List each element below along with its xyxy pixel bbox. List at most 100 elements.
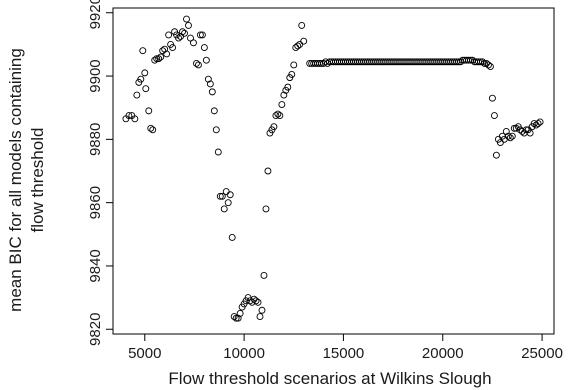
x-tick-label: 20000 — [422, 345, 464, 362]
data-point — [288, 71, 296, 78]
data-point — [292, 44, 300, 52]
data-point — [141, 69, 149, 77]
y-tick-label: 9900 — [87, 59, 104, 92]
y-axis: 9820 9840 9860 9880 9900 9920 — [87, 0, 113, 346]
data-point — [276, 112, 284, 120]
data-point — [185, 21, 192, 29]
data-point — [228, 234, 236, 241]
x-tick-label: 25000 — [521, 345, 563, 362]
data-point — [155, 55, 163, 63]
data-point — [179, 28, 186, 36]
data-point — [486, 63, 494, 71]
data-point — [492, 151, 500, 159]
data-point — [147, 124, 155, 132]
data-point — [133, 91, 141, 99]
data-point — [526, 129, 534, 137]
data-point — [236, 309, 244, 317]
data-point — [194, 61, 202, 69]
x-tick-label: 5000 — [128, 345, 161, 362]
x-tick-label: 10000 — [223, 345, 265, 362]
y-tick-label: 9860 — [87, 186, 104, 219]
data-point — [294, 42, 302, 50]
data-point — [187, 34, 194, 42]
data-point — [504, 132, 512, 140]
data-point — [125, 112, 133, 120]
data-point — [161, 45, 169, 53]
data-point — [153, 55, 161, 63]
data-point — [210, 107, 218, 115]
data-point — [300, 37, 308, 45]
data-point — [296, 40, 304, 48]
y-axis-title: mean BIC for all models containing flow … — [6, 48, 47, 312]
data-point — [230, 313, 238, 321]
data-point — [192, 59, 200, 67]
data-point — [169, 44, 177, 52]
data-point — [151, 56, 159, 64]
data-point — [163, 50, 171, 58]
data-point — [218, 192, 226, 200]
y-tick-label: 9820 — [87, 313, 104, 346]
y-tick-label: 9920 — [87, 0, 104, 29]
data-point — [226, 191, 234, 199]
data-point — [258, 306, 266, 314]
data-point — [206, 80, 214, 88]
data-point — [159, 47, 167, 55]
data-point — [481, 59, 488, 67]
data-point — [488, 94, 496, 102]
data-point — [232, 314, 240, 322]
data-point — [139, 47, 147, 55]
data-point — [280, 91, 288, 99]
data-point — [224, 199, 232, 207]
data-point — [142, 85, 150, 93]
data-point — [512, 124, 520, 132]
data-point — [324, 59, 331, 67]
data-point — [506, 134, 514, 142]
data-point — [298, 21, 306, 29]
data-point — [190, 39, 197, 47]
data-point — [254, 298, 262, 306]
data-point — [234, 314, 242, 322]
y-axis-title-line-2: flow threshold — [28, 128, 47, 233]
data-point — [256, 313, 264, 321]
y-axis-title-line-1: mean BIC for all models containing — [6, 48, 25, 312]
data-point — [220, 205, 228, 213]
data-point — [137, 75, 145, 83]
data-point — [222, 188, 230, 196]
data-point — [278, 101, 286, 108]
x-axis-title: Flow threshold scenarios at Wilkins Slou… — [168, 369, 491, 388]
data-point — [260, 271, 268, 279]
data-point — [274, 110, 282, 118]
data-point — [502, 127, 510, 135]
data-point — [290, 61, 298, 69]
data-point — [484, 61, 492, 69]
data-point — [165, 31, 173, 39]
data-point — [202, 56, 210, 64]
data-point — [208, 88, 216, 96]
data-point — [200, 44, 208, 52]
data-point — [175, 34, 183, 42]
data-point — [532, 121, 540, 129]
data-point — [508, 132, 516, 140]
data-point — [181, 29, 188, 37]
data-point — [252, 297, 260, 305]
x-axis: 5000 10000 15000 20000 25000 — [128, 334, 563, 362]
plot-frame — [112, 7, 555, 335]
data-point — [212, 126, 220, 134]
data-point — [534, 120, 542, 127]
data-point — [131, 115, 139, 123]
x-tick-label: 15000 — [323, 345, 365, 362]
data-point — [518, 127, 526, 135]
y-tick-label: 9840 — [87, 249, 104, 282]
data-point — [216, 192, 224, 200]
plot-frame-layer — [112, 7, 555, 335]
data-point — [196, 31, 204, 39]
data-point — [270, 123, 278, 131]
data-point — [149, 126, 157, 134]
data-point — [536, 118, 544, 126]
y-tick-label: 9880 — [87, 123, 104, 156]
data-point — [479, 58, 486, 66]
data-point — [272, 112, 280, 120]
data-point — [204, 75, 212, 83]
data-point — [198, 31, 206, 39]
